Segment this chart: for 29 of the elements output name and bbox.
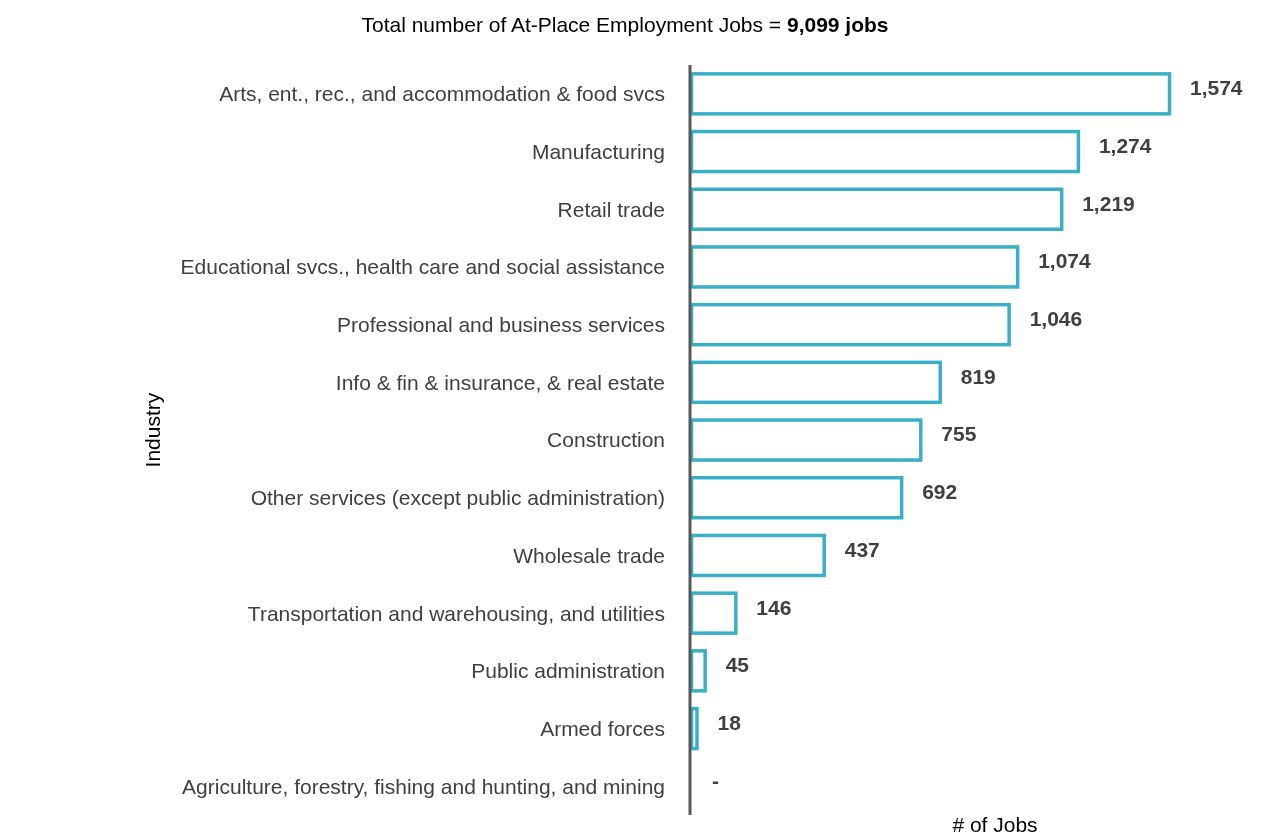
data-label: 692 — [922, 480, 958, 504]
data-label: 1,046 — [1029, 307, 1083, 330]
data-label: 1,219 — [1082, 191, 1135, 215]
y-tick-label: Wholesale trade — [513, 543, 665, 567]
y-tick-label: Transportation and warehousing, and utilities — [247, 601, 665, 625]
y-tick-label: Manufacturing — [531, 139, 665, 163]
y-tick-label: Educational svcs., health care and social assistance — [180, 255, 665, 279]
y-tick-label: Professional and business services — [336, 313, 665, 336]
y-tick-label: Info & fin & insurance, & real estate — [335, 370, 665, 394]
y-axis-title: Industry — [141, 392, 164, 468]
y-tick-label: Armed forces — [540, 716, 665, 740]
y-tick-label: Other services (except public administration) — [250, 486, 665, 510]
y-tick-label: Construction — [547, 428, 665, 452]
data-label: 1,274 — [1098, 133, 1152, 157]
data-label: 1,574 — [1190, 76, 1243, 100]
x-axis-title: # of Jobs — [952, 813, 1038, 836]
data-label: 755 — [941, 422, 977, 446]
data-label: 146 — [756, 595, 792, 619]
data-label: 437 — [844, 537, 880, 561]
data-label: - — [712, 768, 719, 792]
data-label: 819 — [960, 364, 996, 388]
data-label: 18 — [717, 710, 742, 734]
y-tick-label: Public administration — [471, 659, 665, 683]
y-tick-label: Retail trade — [557, 197, 665, 221]
y-tick-label: Agriculture, forestry, fishing and hunting, and mining — [182, 774, 665, 798]
data-label: 1,074 — [1038, 249, 1092, 273]
data-label: 45 — [725, 653, 750, 677]
chart-title: Total number of At-Place Employment Jobs = 9,099 jobs — [361, 13, 889, 36]
y-tick-label: Arts, ent., rec., and accommodation & food svcs — [219, 82, 665, 106]
